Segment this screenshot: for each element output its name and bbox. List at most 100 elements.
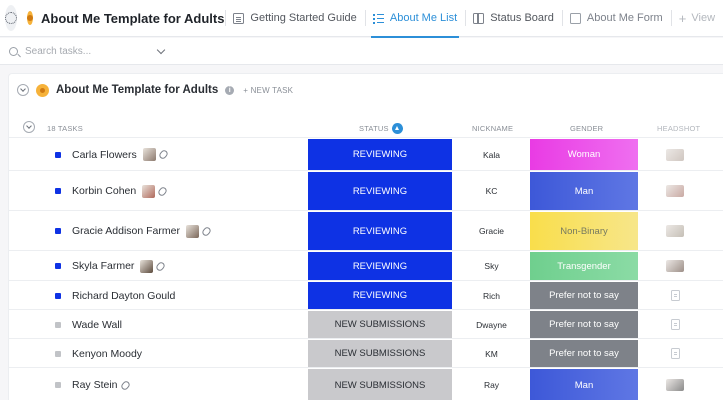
board-icon xyxy=(473,12,485,24)
gender-cell[interactable]: Prefer not to say xyxy=(530,340,638,367)
table-row[interactable]: Richard Dayton Gould REVIEWING Rich Prefer … xyxy=(9,280,723,309)
task-name[interactable]: Wade Wall xyxy=(72,318,122,332)
empty-file-icon[interactable] xyxy=(670,319,680,330)
attachment-thumbnail[interactable] xyxy=(142,148,156,161)
attachment-thumbnail[interactable] xyxy=(185,224,199,238)
tab-about-me-form[interactable]: About Me Form xyxy=(562,0,671,37)
headshot-cell[interactable] xyxy=(640,310,710,339)
table-row[interactable]: Ray Stein NEW SUBMISSIONS Ray Man xyxy=(9,367,723,400)
status-dot[interactable] xyxy=(55,151,61,158)
task-name[interactable]: Kenyon Moody xyxy=(72,347,142,361)
add-view-button[interactable]: + View xyxy=(671,0,723,37)
tab-label: Getting Started Guide xyxy=(250,12,357,24)
paperclip-icon[interactable] xyxy=(119,379,131,391)
status-cell[interactable]: REVIEWING xyxy=(308,139,452,170)
tab-getting-started[interactable]: Getting Started Guide xyxy=(225,0,364,37)
search-input[interactable] xyxy=(25,45,155,57)
tab-label: About Me List xyxy=(389,12,458,24)
nickname-cell[interactable]: Gracie xyxy=(478,226,505,236)
nickname-cell[interactable]: KC xyxy=(485,186,498,196)
status-dot[interactable] xyxy=(55,350,61,357)
headshot-cell[interactable] xyxy=(640,339,710,368)
nickname-cell[interactable]: Sky xyxy=(484,261,499,271)
task-name[interactable]: Ray Stein xyxy=(72,378,131,392)
table-row[interactable]: Gracie Addison Farmer REVIEWING Gracie Non-… xyxy=(9,210,723,250)
sort-up-icon[interactable] xyxy=(391,122,403,134)
table-row[interactable]: Skyla Farmer REVIEWING Sky Transgender xyxy=(9,250,723,280)
table-row[interactable]: Carla Flowers REVIEWING Kala Woman xyxy=(9,137,723,170)
paperclip-icon[interactable] xyxy=(157,185,169,197)
table-row[interactable]: Wade Wall NEW SUBMISSIONS Dwayne Prefer not… xyxy=(9,309,723,338)
headshot-cell[interactable] xyxy=(640,171,710,211)
emoji-icon xyxy=(27,11,33,25)
status-dot[interactable] xyxy=(55,321,61,328)
nickname-cell[interactable]: Ray xyxy=(483,380,500,390)
nickname-cell[interactable]: Dwayne xyxy=(476,319,507,330)
status-cell[interactable]: REVIEWING xyxy=(308,252,452,280)
paperclip-icon[interactable] xyxy=(155,260,167,272)
loading-icon xyxy=(5,12,17,24)
status-cell[interactable]: NEW SUBMISSIONS xyxy=(308,340,452,367)
tab-about-me-list[interactable]: About Me List xyxy=(365,0,465,38)
headshot-thumbnail[interactable] xyxy=(666,185,684,197)
headshot-thumbnail[interactable] xyxy=(666,379,684,391)
empty-file-icon[interactable] xyxy=(670,290,680,301)
headshot-cell[interactable] xyxy=(640,211,710,251)
space-switcher-button[interactable] xyxy=(5,5,17,31)
headshot-cell[interactable] xyxy=(640,281,710,310)
nickname-cell[interactable]: Rich xyxy=(482,290,500,301)
gender-cell[interactable]: Woman xyxy=(530,139,638,170)
status-dot[interactable] xyxy=(55,228,61,234)
gender-cell[interactable]: Prefer not to say xyxy=(530,282,638,309)
task-name[interactable]: Gracie Addison Farmer xyxy=(72,224,213,238)
status-cell[interactable]: REVIEWING xyxy=(308,172,452,210)
gender-cell[interactable]: Prefer not to say xyxy=(530,311,638,338)
new-task-button[interactable]: + NEW TASK xyxy=(243,85,294,95)
task-name[interactable]: Richard Dayton Gould xyxy=(72,289,175,303)
task-name[interactable]: Skyla Farmer xyxy=(72,259,167,273)
status-cell[interactable]: NEW SUBMISSIONS xyxy=(308,311,452,338)
attachment-thumbnail[interactable] xyxy=(142,184,156,198)
tab-status-board[interactable]: Status Board xyxy=(465,0,562,37)
collapse-status-icon[interactable] xyxy=(23,121,35,133)
status-cell[interactable]: NEW SUBMISSIONS xyxy=(308,369,452,400)
task-name[interactable]: Carla Flowers xyxy=(72,148,169,162)
headshot-cell[interactable] xyxy=(640,368,710,400)
info-icon[interactable]: i xyxy=(225,85,235,95)
headshot-cell[interactable] xyxy=(640,251,710,281)
gender-cell[interactable]: Transgender xyxy=(530,252,638,280)
task-name[interactable]: Korbin Cohen xyxy=(72,184,169,198)
column-header-gender[interactable]: GENDER xyxy=(570,123,604,133)
gender-cell[interactable]: Man xyxy=(530,172,638,210)
collapse-group-icon[interactable] xyxy=(17,84,29,96)
column-header-nickname[interactable]: NICKNAME xyxy=(472,123,514,133)
nickname-cell[interactable]: KM xyxy=(485,348,498,359)
status-dot[interactable] xyxy=(55,292,61,299)
table-row[interactable]: Kenyon Moody NEW SUBMISSIONS KM Prefer not … xyxy=(9,338,723,367)
status-dot[interactable] xyxy=(55,188,61,194)
status-dot[interactable] xyxy=(55,263,61,269)
paperclip-icon[interactable] xyxy=(200,225,213,237)
nickname-cell[interactable]: Kala xyxy=(482,149,500,160)
column-header-status[interactable]: STATUS xyxy=(359,120,403,136)
status-cell[interactable]: REVIEWING xyxy=(308,282,452,309)
attachment-thumbnail[interactable] xyxy=(140,259,154,273)
headshot-thumbnail[interactable] xyxy=(666,225,684,237)
status-dot[interactable] xyxy=(55,382,61,388)
task-count: 18 TASKS xyxy=(47,123,83,133)
gender-cell[interactable]: Man xyxy=(530,369,638,400)
gender-cell[interactable]: Non-Binary xyxy=(530,212,638,250)
paperclip-icon[interactable] xyxy=(157,148,169,161)
headshot-thumbnail[interactable] xyxy=(666,260,684,272)
headshot-thumbnail[interactable] xyxy=(666,148,684,161)
table-row[interactable]: Korbin Cohen REVIEWING KC Man xyxy=(9,170,723,210)
column-header-headshot[interactable]: HEADSHOT xyxy=(657,123,701,133)
emoji-icon xyxy=(36,83,49,97)
empty-file-icon[interactable] xyxy=(670,348,680,359)
task-name-text: Skyla Farmer xyxy=(72,260,135,272)
chevron-down-icon[interactable] xyxy=(156,45,166,54)
task-name-text: Korbin Cohen xyxy=(72,185,137,197)
status-cell[interactable]: REVIEWING xyxy=(308,212,452,250)
page-title: About Me Template for Adults xyxy=(41,10,225,26)
headshot-cell[interactable] xyxy=(640,138,710,171)
